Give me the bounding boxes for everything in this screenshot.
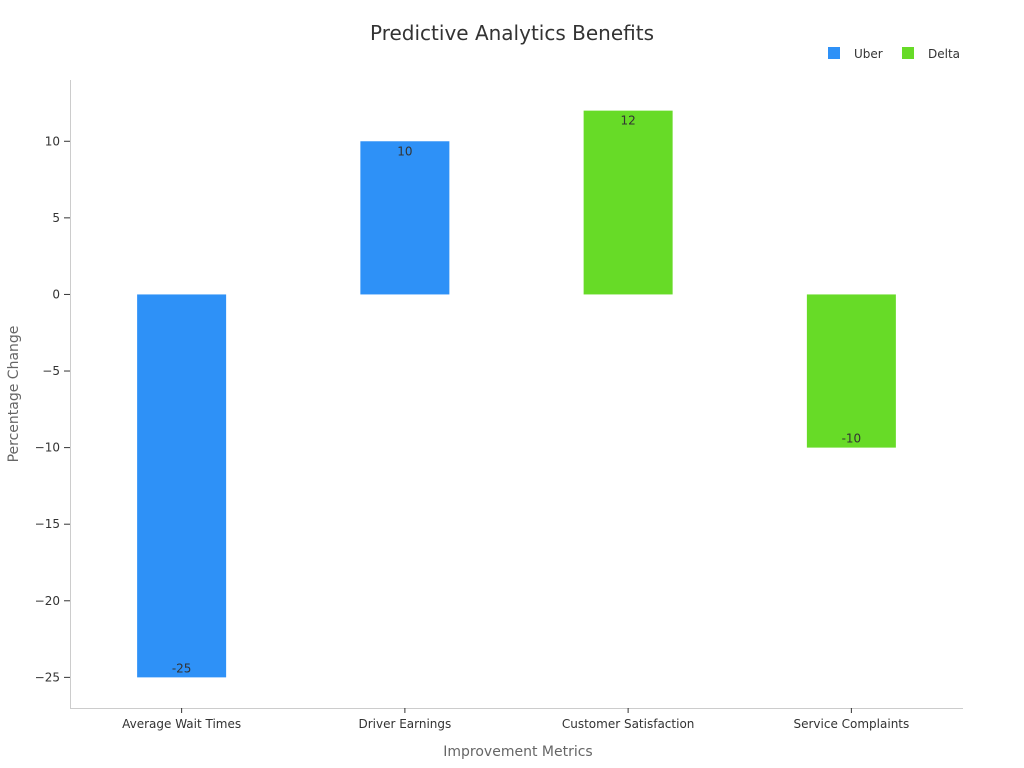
- legend-swatch-delta: [902, 47, 914, 59]
- y-tick-label: 10: [45, 134, 60, 148]
- legend: Uber Delta: [828, 47, 960, 61]
- data-label: 12: [620, 114, 635, 128]
- y-tick-label: −15: [35, 517, 60, 531]
- x-tick-label: Driver Earnings: [358, 717, 451, 731]
- bar-delta: [806, 294, 896, 448]
- x-axis-title: Improvement Metrics: [443, 744, 592, 760]
- legend-label-delta: Delta: [928, 47, 960, 61]
- y-tick-label: 5: [52, 211, 60, 225]
- x-tick-label: Average Wait Times: [122, 717, 241, 731]
- legend-swatch-uber: [828, 47, 840, 59]
- bars: [137, 110, 896, 678]
- y-ticks: 10 5 0 −5 −10 −15 −20 −25: [35, 134, 70, 684]
- data-labels: -25 10 12 -10: [172, 114, 861, 676]
- bar-uber: [360, 141, 450, 295]
- y-tick-label: −10: [35, 441, 60, 455]
- data-label: -25: [172, 661, 192, 675]
- bar-uber: [137, 294, 227, 678]
- y-tick-label: −5: [42, 364, 60, 378]
- data-label: -10: [842, 432, 862, 446]
- bar-delta: [583, 110, 673, 295]
- x-tick-label: Customer Satisfaction: [562, 717, 695, 731]
- y-tick-label: 0: [52, 287, 60, 301]
- y-tick-label: −25: [35, 670, 60, 684]
- data-label: 10: [397, 144, 412, 158]
- chart-title: Predictive Analytics Benefits: [370, 21, 654, 45]
- y-axis-title: Percentage Change: [6, 326, 22, 463]
- legend-label-uber: Uber: [854, 47, 883, 61]
- x-tick-label: Service Complaints: [793, 717, 909, 731]
- y-tick-label: −20: [35, 594, 60, 608]
- x-ticks: Average Wait Times Driver Earnings Custome…: [122, 708, 909, 731]
